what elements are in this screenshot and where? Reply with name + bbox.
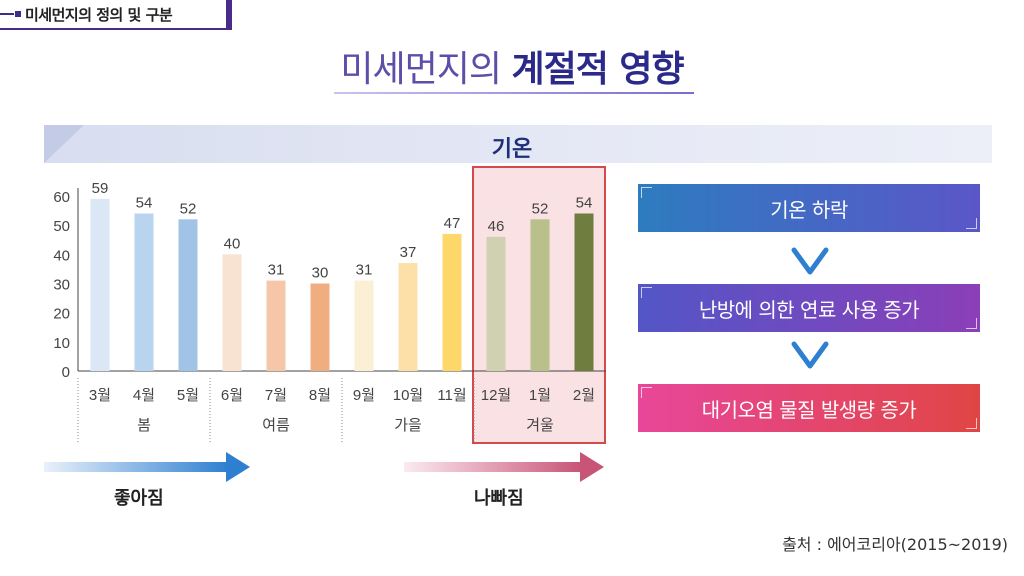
worsen-arrow (404, 452, 604, 482)
worsen-label: 나빠짐 (474, 488, 524, 509)
section-label: 미세먼지의 정의 및 구분 (25, 5, 173, 24)
chevron-down-icon (791, 247, 829, 275)
flow-label: 대기오염 물질 발생량 증가 (701, 397, 917, 422)
bar-value-label: 54 (576, 195, 593, 212)
bar (486, 236, 506, 371)
bar-value-label: 54 (136, 195, 153, 212)
y-tick-label: 40 (53, 247, 70, 264)
band-title: 기온 (491, 137, 533, 162)
bar (90, 198, 110, 371)
improve-label: 좋아짐 (114, 488, 164, 509)
x-tick-label: 4월 (133, 387, 155, 404)
bar (574, 213, 594, 371)
x-tick-label: 11월 (437, 387, 466, 404)
chevron-down-icon (791, 341, 829, 369)
season-label: 봄 (137, 417, 151, 434)
bar (222, 254, 242, 371)
x-tick-label: 1월 (529, 387, 551, 404)
y-tick-label: 60 (53, 189, 70, 206)
bar-value-label: 52 (532, 200, 549, 217)
bar-value-label: 47 (444, 215, 461, 232)
bar (134, 213, 154, 371)
slide-title: 미세먼지의 계절적 영향 (0, 40, 1024, 92)
slide-title-bold: 계절적 영향 (511, 49, 684, 90)
season-label: 여름 (262, 417, 290, 434)
bar (354, 280, 374, 371)
y-tick-label: 30 (53, 277, 70, 294)
source-note: 출처 : 에어코리아(2015~2019) (782, 535, 1008, 554)
flow-box-heating-fuel: 난방에 의한 연료 사용 증가 (638, 284, 980, 332)
flow-box-temperature-drop: 기온 하락 (638, 184, 980, 232)
bar-value-label: 31 (356, 262, 373, 279)
x-tick-label: 8월 (309, 387, 331, 404)
bar-value-label: 30 (312, 265, 329, 282)
bar-value-label: 52 (180, 200, 197, 217)
bar (442, 233, 462, 371)
y-tick-label: 0 (62, 364, 70, 381)
x-tick-label: 12월 (481, 387, 512, 404)
bar (398, 263, 418, 371)
y-tick-label: 50 (53, 218, 70, 235)
bar-value-label: 37 (400, 244, 417, 261)
header-edge (228, 0, 232, 30)
bar (530, 219, 550, 371)
header-dash (0, 13, 14, 15)
section-header: 미세먼지의 정의 및 구분 (0, 0, 232, 30)
x-tick-label: 10월 (393, 387, 424, 404)
x-tick-label: 3월 (89, 387, 111, 404)
bar (310, 283, 330, 371)
band-corner (44, 125, 84, 163)
x-tick-label: 7월 (265, 387, 287, 404)
improve-arrow (44, 452, 250, 482)
bar-value-label: 59 (92, 180, 109, 197)
bar-value-label: 40 (224, 235, 241, 252)
title-underline (334, 92, 694, 94)
bar (266, 280, 286, 371)
x-tick-label: 5월 (177, 387, 199, 404)
x-tick-label: 9월 (353, 387, 375, 404)
bar-value-label: 46 (488, 218, 505, 235)
y-tick-label: 10 (53, 335, 70, 352)
bar-value-label: 31 (268, 262, 285, 279)
slide-title-light: 미세먼지의 (340, 49, 512, 90)
bar (178, 219, 198, 371)
season-label: 가을 (394, 417, 422, 434)
x-tick-label: 6월 (221, 387, 243, 404)
x-tick-label: 2월 (573, 387, 595, 404)
season-label: 겨울 (526, 417, 554, 434)
header-square-icon (15, 11, 21, 17)
y-tick-label: 20 (53, 306, 70, 323)
flow-label: 난방에 의한 연료 사용 증가 (698, 297, 920, 322)
band-background (44, 125, 992, 163)
flow-box-pollutant-increase: 대기오염 물질 발생량 증가 (638, 384, 980, 432)
flow-label: 기온 하락 (770, 197, 848, 222)
